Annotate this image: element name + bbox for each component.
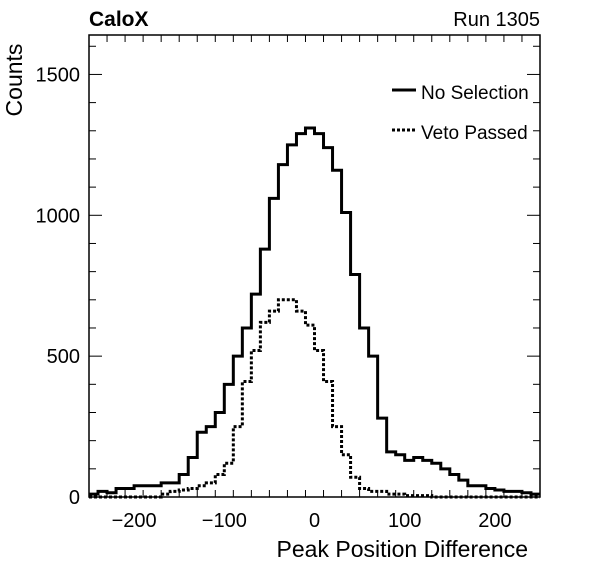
x-tick-label: −200 <box>112 510 157 532</box>
series-veto-passed <box>89 298 540 499</box>
x-tick-label: 0 <box>309 510 320 532</box>
series-no-selection <box>89 126 540 496</box>
axis-tick-labels: −200 −100 0 100 200 0 500 1000 1500 <box>36 64 512 532</box>
y-tick-label: 500 <box>47 346 80 368</box>
legend: No Selection Veto Passed <box>392 83 529 144</box>
y-tick-label: 1500 <box>36 64 81 86</box>
y-tick-label: 1000 <box>36 205 81 227</box>
y-axis-label: Counts <box>1 44 27 117</box>
legend-label-no-selection: No Selection <box>421 83 529 104</box>
histogram-series <box>89 126 540 499</box>
axis-ticks <box>88 35 541 498</box>
x-axis-label: Peak Position Difference <box>277 536 528 562</box>
plot-frame <box>88 34 541 498</box>
x-tick-label: 200 <box>478 510 511 532</box>
x-tick-label: 100 <box>388 510 421 532</box>
y-tick-label: 0 <box>69 487 80 509</box>
header-left: CaloX <box>89 8 149 31</box>
legend-label-veto-passed: Veto Passed <box>421 123 528 144</box>
x-tick-label: −100 <box>202 510 247 532</box>
header-right: Run 1305 <box>453 9 540 31</box>
